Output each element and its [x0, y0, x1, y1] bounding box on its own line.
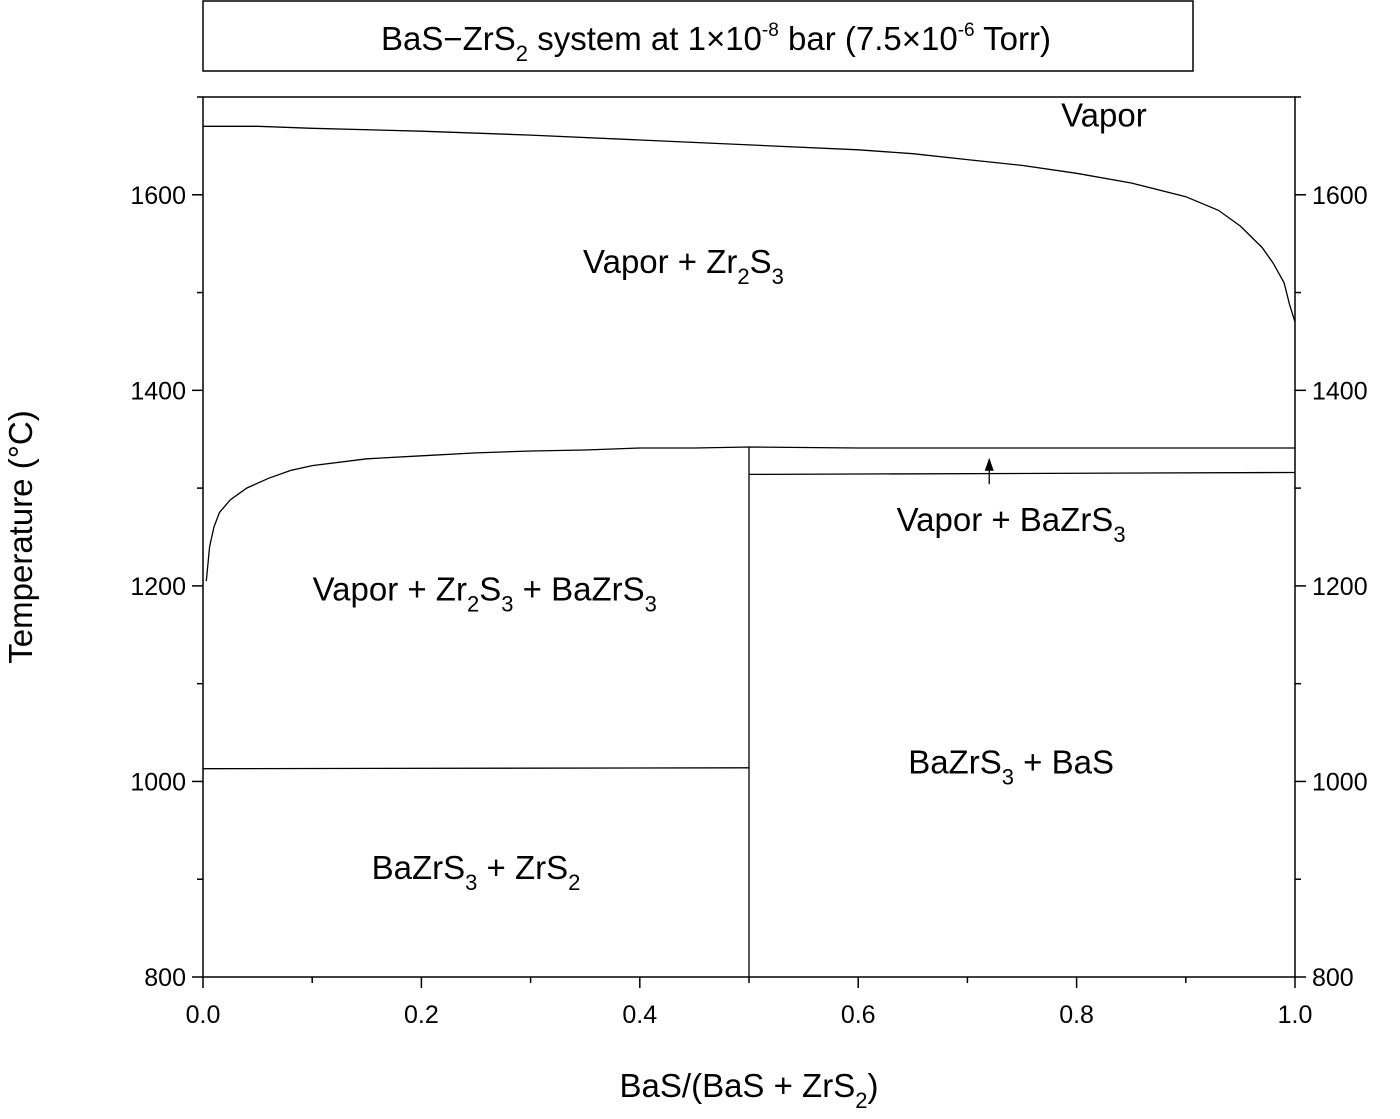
x-axis-ticks: 0.0 0.2 0.4 0.6 0.8 1.0 [186, 977, 1313, 1029]
left-y-tick-label: 1000 [130, 768, 186, 796]
x-tick-label: 0.4 [622, 1001, 657, 1029]
left-y-tick-label: 1200 [130, 573, 186, 601]
phase-region-label: Vapor [1061, 96, 1147, 133]
right-y-tick-label: 800 [1312, 964, 1354, 992]
left-y-tick-label: 1600 [130, 182, 186, 210]
phase-boundary-line-1 [203, 125, 1296, 323]
right-y-tick-label: 1600 [1312, 182, 1368, 210]
phase-boundary-line-4 [202, 767, 750, 770]
title-box [202, 0, 1194, 72]
chart-title: BaS−ZrS2​ system at 1×10-8​ bar (7.5×10-… [381, 20, 1051, 66]
phase-region-label: Vapor + Zr2​S3​ [583, 243, 784, 289]
y-axis-right-ticks: 800 1000 1200 1400 1600 [1295, 96, 1368, 992]
y-axis-title: Temperature (°C) [2, 410, 39, 663]
left-y-tick-label: 1400 [130, 377, 186, 405]
phase-region-label: Vapor + Zr2​S3​ + BaZrS3​ [313, 571, 657, 617]
arrow-head [984, 457, 994, 471]
x-axis-title: BaS/(BaS + ZrS2​) [620, 1067, 879, 1113]
phase-region-label: Vapor + BaZrS3​ [897, 501, 1126, 547]
x-tick-label: 1.0 [1278, 1001, 1313, 1029]
x-tick-label: 0.0 [186, 1001, 221, 1029]
phase-region-label: BaZrS3​ + ZrS2​ [372, 849, 581, 895]
x-tick-label: 0.8 [1059, 1001, 1094, 1029]
right-y-tick-label: 1000 [1312, 768, 1368, 796]
y-axis-left-ticks: 800 1000 1200 1400 1600 [130, 96, 203, 992]
phase-boundary-line-2 [205, 446, 1295, 582]
x-tick-label: 0.2 [404, 1001, 439, 1029]
phase-boundary-line-3 [748, 471, 1296, 476]
phase-region-label: BaZrS3​ + BaS [908, 744, 1114, 790]
right-y-tick-label: 1400 [1312, 377, 1368, 405]
phase-region-labels: Vapor Vapor + Zr2​S3​ Vapor + BaZrS3​ Vapor… [313, 96, 1147, 895]
left-y-tick-label: 800 [144, 964, 186, 992]
phase-boundaries [202, 125, 1296, 977]
right-y-tick-label: 1200 [1312, 573, 1368, 601]
x-tick-label: 0.6 [841, 1001, 876, 1029]
annotations [984, 457, 994, 485]
